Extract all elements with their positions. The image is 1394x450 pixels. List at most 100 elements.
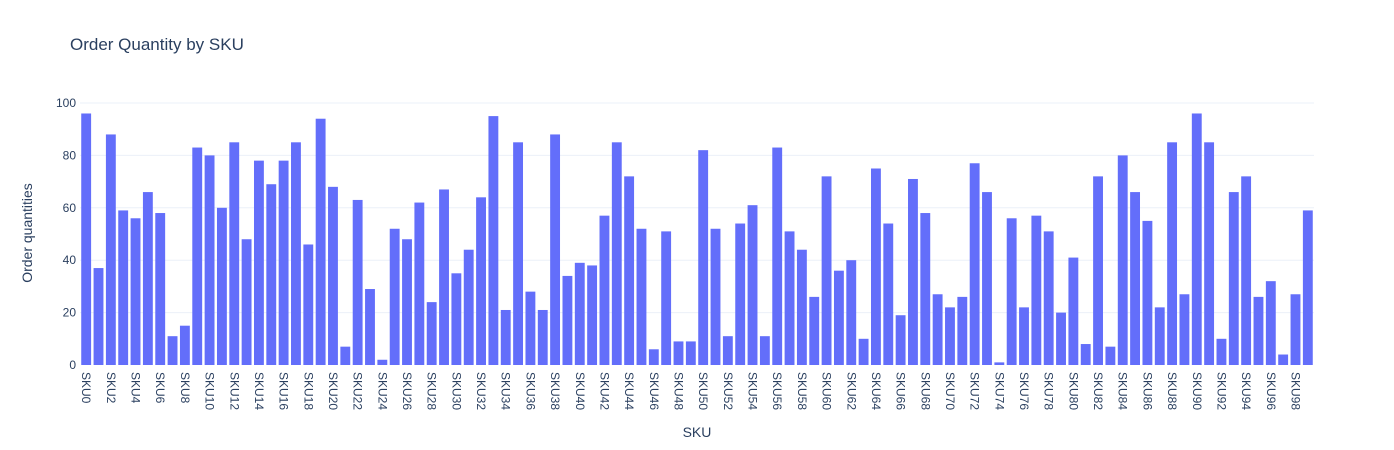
bar-sku72[interactable] xyxy=(969,163,980,365)
bar-sku69[interactable] xyxy=(932,294,943,365)
bar-sku21[interactable] xyxy=(340,346,351,365)
bar-sku27[interactable] xyxy=(414,202,425,365)
bar-sku9[interactable] xyxy=(192,147,203,365)
bar-sku38[interactable] xyxy=(550,134,561,365)
bar-sku48[interactable] xyxy=(673,341,684,365)
bar-sku49[interactable] xyxy=(685,341,696,365)
bar-sku16[interactable] xyxy=(278,160,289,365)
bar-sku98[interactable] xyxy=(1290,294,1301,365)
bar-sku88[interactable] xyxy=(1167,142,1178,365)
bar-sku37[interactable] xyxy=(537,309,548,365)
bar-sku57[interactable] xyxy=(784,231,795,365)
bar-sku65[interactable] xyxy=(883,223,894,365)
bar-sku91[interactable] xyxy=(1204,142,1215,365)
bar-sku83[interactable] xyxy=(1105,346,1116,365)
bar-sku58[interactable] xyxy=(796,249,807,365)
bar-sku63[interactable] xyxy=(858,338,869,365)
bar-sku78[interactable] xyxy=(1043,231,1054,365)
bar-sku41[interactable] xyxy=(587,265,598,365)
bar-sku76[interactable] xyxy=(1019,307,1029,365)
bar-sku45[interactable] xyxy=(636,228,647,365)
bar-sku6[interactable] xyxy=(155,213,166,365)
bar-sku8[interactable] xyxy=(179,325,190,365)
bar-sku50[interactable] xyxy=(698,150,709,365)
bar-sku32[interactable] xyxy=(476,197,486,365)
bar-sku71[interactable] xyxy=(957,296,968,365)
bar-sku60[interactable] xyxy=(821,176,832,365)
bar-sku46[interactable] xyxy=(648,349,659,365)
bar-sku95[interactable] xyxy=(1253,296,1264,365)
bar-sku97[interactable] xyxy=(1278,354,1289,365)
bar-sku35[interactable] xyxy=(513,142,524,365)
bar-sku24[interactable] xyxy=(377,359,388,365)
bar-sku54[interactable] xyxy=(747,205,758,365)
bar-sku51[interactable] xyxy=(710,228,721,365)
bar-sku81[interactable] xyxy=(1080,344,1091,365)
bar-sku25[interactable] xyxy=(389,228,400,365)
bar-sku77[interactable] xyxy=(1031,215,1042,365)
bar-sku3[interactable] xyxy=(118,210,129,365)
bar-sku19[interactable] xyxy=(315,118,326,365)
bar-sku22[interactable] xyxy=(352,199,363,365)
bar-sku40[interactable] xyxy=(574,262,585,365)
bar-sku34[interactable] xyxy=(500,309,511,365)
bar-sku26[interactable] xyxy=(402,239,412,365)
bar-sku85[interactable] xyxy=(1130,192,1141,365)
bar-sku82[interactable] xyxy=(1093,176,1103,365)
bar-sku30[interactable] xyxy=(451,273,462,365)
bar-sku79[interactable] xyxy=(1056,312,1066,365)
bar-sku84[interactable] xyxy=(1117,155,1128,365)
bar-sku75[interactable] xyxy=(1006,218,1017,365)
bar-sku99[interactable] xyxy=(1302,210,1313,365)
bar-sku39[interactable] xyxy=(562,275,573,365)
bar-sku96[interactable] xyxy=(1265,281,1276,365)
bar-sku18[interactable] xyxy=(303,244,314,365)
bar-sku29[interactable] xyxy=(439,189,449,365)
bar-sku12[interactable] xyxy=(229,142,240,365)
bar-sku11[interactable] xyxy=(216,207,227,365)
bar-sku7[interactable] xyxy=(167,336,178,365)
bar-sku5[interactable] xyxy=(142,192,153,365)
bar-sku62[interactable] xyxy=(846,260,857,365)
bar-sku66[interactable] xyxy=(895,315,906,365)
bar-sku52[interactable] xyxy=(722,336,733,365)
bar-sku44[interactable] xyxy=(624,176,635,365)
bar-sku43[interactable] xyxy=(611,142,622,365)
bar-sku42[interactable] xyxy=(599,215,610,365)
bar-sku93[interactable] xyxy=(1228,192,1239,365)
bar-sku31[interactable] xyxy=(463,249,474,365)
bar-sku67[interactable] xyxy=(908,178,918,365)
bar-sku36[interactable] xyxy=(525,291,536,365)
bar-sku87[interactable] xyxy=(1154,307,1165,365)
bar-sku86[interactable] xyxy=(1142,220,1153,365)
bar-sku15[interactable] xyxy=(266,184,277,365)
bar-sku10[interactable] xyxy=(204,155,215,365)
bar-sku73[interactable] xyxy=(982,192,992,365)
bar-sku17[interactable] xyxy=(291,142,301,365)
bar-sku70[interactable] xyxy=(945,307,955,365)
bar-sku80[interactable] xyxy=(1068,257,1079,365)
bar-sku90[interactable] xyxy=(1191,113,1202,365)
bar-sku92[interactable] xyxy=(1216,338,1227,365)
bar-sku13[interactable] xyxy=(241,239,252,365)
bar-sku14[interactable] xyxy=(253,160,264,365)
bar-sku47[interactable] xyxy=(661,231,672,365)
bar-sku20[interactable] xyxy=(328,186,338,365)
bar-sku55[interactable] xyxy=(759,336,770,365)
bar-sku53[interactable] xyxy=(735,223,746,365)
bar-sku68[interactable] xyxy=(920,213,931,365)
bar-sku94[interactable] xyxy=(1241,176,1252,365)
bar-sku1[interactable] xyxy=(93,268,104,365)
bar-sku28[interactable] xyxy=(426,302,437,365)
bar-sku89[interactable] xyxy=(1179,294,1190,365)
bar-sku33[interactable] xyxy=(488,116,499,365)
bar-sku59[interactable] xyxy=(809,296,820,365)
bar-sku4[interactable] xyxy=(130,218,141,365)
bar-sku23[interactable] xyxy=(365,289,375,365)
bar-sku74[interactable] xyxy=(994,362,1005,365)
bar-sku0[interactable] xyxy=(81,113,92,365)
bar-sku61[interactable] xyxy=(833,270,844,365)
bar-sku2[interactable] xyxy=(105,134,116,365)
bar-sku56[interactable] xyxy=(772,147,783,365)
bar-sku64[interactable] xyxy=(870,168,881,366)
